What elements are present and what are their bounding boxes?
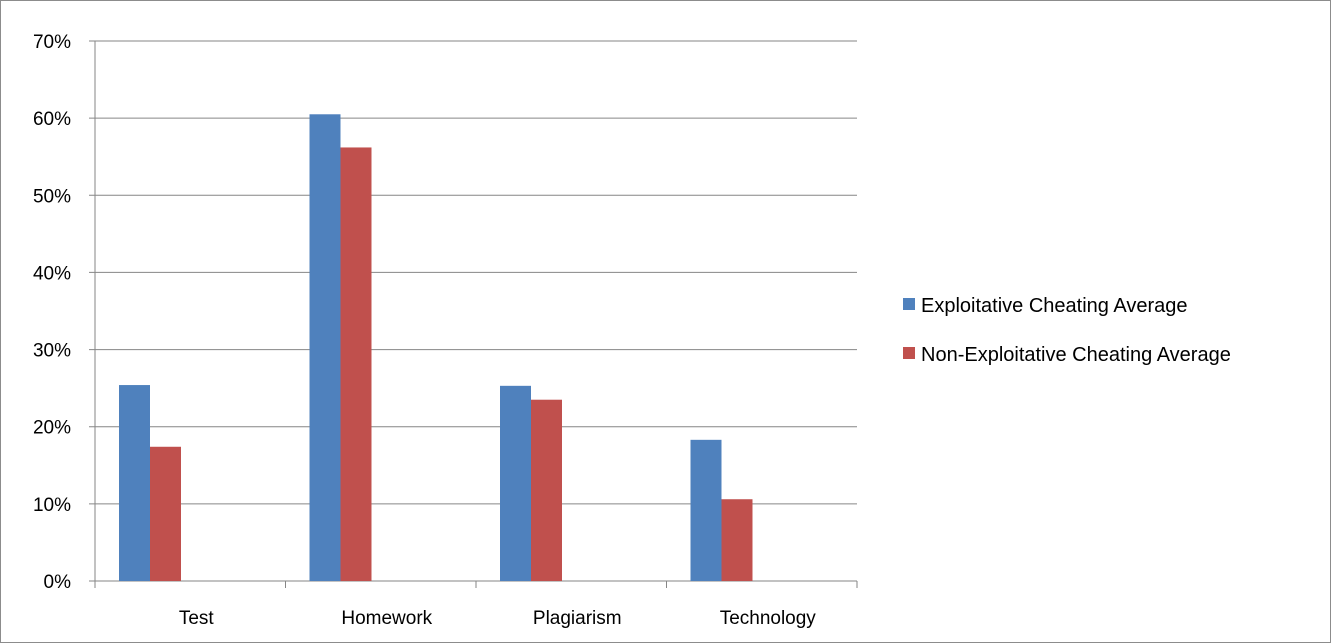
bar-homework-series-0 [309, 114, 341, 582]
bar-homework-series-1 [340, 147, 372, 581]
legend-label-non-exploitative: Non-Exploitative Cheating Average [921, 344, 1231, 366]
legend-item-non-exploitative: Non-Exploitative Cheating Average [903, 344, 1231, 366]
bar-plagiarism-series-1 [531, 399, 562, 581]
legend-swatch-exploitative [903, 298, 915, 310]
bar-test-series-1 [150, 446, 181, 581]
x-tick-label-plagiarism: Plagiarism [533, 608, 622, 629]
x-tick-label-test: Test [179, 608, 215, 629]
y-tick-label-30: 30% [33, 341, 71, 362]
bars [119, 114, 753, 582]
y-tick-label-50: 50% [33, 186, 71, 207]
legend-item-exploitative: Exploitative Cheating Average [903, 295, 1187, 317]
legend-swatch-non-exploitative [903, 347, 915, 359]
legend-label-exploitative: Exploitative Cheating Average [921, 295, 1187, 317]
y-tick-label-40: 40% [33, 263, 71, 284]
y-tick-label-20: 20% [33, 418, 71, 439]
legend: Exploitative Cheating Average Non-Exploi… [903, 295, 1231, 366]
bar-plagiarism-series-0 [500, 385, 531, 581]
y-tick-label-60: 60% [33, 109, 71, 130]
x-tick-label-technology: Technology [720, 608, 817, 629]
bar-test-series-0 [119, 385, 150, 581]
y-tick-label-70: 70% [33, 32, 71, 53]
x-tick-labels: Test Homework Plagiarism Technology [179, 608, 816, 629]
y-tick-label-0: 0% [44, 572, 72, 593]
bar-technology-series-1 [721, 499, 753, 581]
bar-technology-series-0 [690, 439, 722, 581]
x-tick-label-homework: Homework [341, 608, 432, 629]
y-tick-labels: 0% 10% 20% 30% 40% 50% 60% 70% [33, 32, 71, 593]
y-tick-label-10: 10% [33, 495, 71, 516]
gridlines [89, 40, 857, 505]
